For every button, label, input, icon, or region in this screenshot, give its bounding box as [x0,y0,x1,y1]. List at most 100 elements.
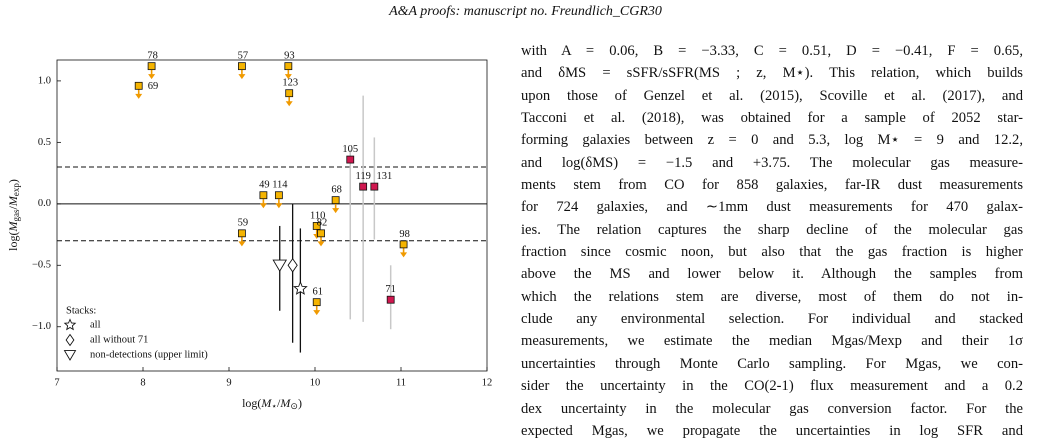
text-line: and δMS = sSFR/sSFR(MS ; z, M⋆). This re… [521,65,1023,82]
point-label: 78 [147,51,158,62]
limit-arrow-head [332,208,340,214]
legend-marker [65,333,75,347]
limit-arrow-head [313,310,321,316]
text-line: ments stem from CO for 858 galaxies, far… [521,177,1023,194]
point-label: 71 [385,284,396,295]
upper-limit-point [312,222,321,230]
text-line: above the MS and lower below it. Althoug… [521,266,1023,283]
y-tick-label: 1.0 [38,75,51,86]
limit-arrow-head [135,93,143,99]
upper-limit-point [284,62,293,71]
legend-marker [63,350,77,361]
figure: log(M⋆/M⊙) log(Mgas/Mexp) 7 8 9 10 11 12−1.0−… [6,51,493,412]
label-part: ⋆ [271,401,277,411]
legend-title: Stacks: [66,305,96,316]
label-part: M [279,396,291,410]
upper-limit-point [134,81,143,90]
body-text: with A = 0.06, B = −3.33, C = 0.51, D = … [521,40,1023,442]
text-line: for 724 galaxies, and ∼1mm dust measurem… [521,199,1023,216]
label-part: gas [11,209,21,221]
text-line: with A = 0.06, B = −3.33, C = 0.51, D = … [521,43,1023,59]
limit-arrow-head [259,203,267,209]
x-tick-label: 11 [396,377,406,388]
limit-arrow-head [400,252,408,258]
text-line: upon those of Genzel et al. (2015), Scov… [521,87,1023,104]
limit-arrow-head [285,101,293,107]
point-label: 68 [331,185,342,196]
point-label: 114 [272,180,288,191]
point-label: 59 [238,218,249,229]
text-line: sider the uncertainty in the CO(2-1) flu… [521,378,1023,395]
label-part: ⊙ [290,401,298,411]
plot-area [279,95,392,353]
point-label: 98 [399,229,410,240]
point-label: 93 [284,51,295,62]
upper-limit-point [331,196,340,205]
x-axis-label: log(M⋆/M⊙) [242,396,302,411]
label-part: ) [298,396,302,410]
label-part: / [6,206,20,210]
upper-limit-point [285,89,294,98]
y-tick-label: −0.5 [32,260,51,271]
point-label: 69 [148,81,159,92]
detection-point [346,155,355,164]
label-part: / [277,396,281,410]
limit-arrow-head [148,74,156,80]
text-line: fraction since cosmic noon, but also tha… [521,244,1023,261]
x-tick-label: 12 [482,377,493,388]
text-line: and log(δMS) = −1.5 and +3.75. The molec… [521,154,1023,171]
label-part: ) [6,179,20,183]
text-line: ies. The relation captures the sharp dec… [521,221,1023,238]
legend-marker [63,318,77,331]
limit-arrow-head [238,74,246,80]
plot-frame [56,59,488,372]
text-line: Tacconi et al. (2018), was obtained for … [521,110,1023,127]
label-part: exp [11,183,21,196]
x-tick-label: 10 [310,377,321,388]
point-label: 123 [282,78,298,89]
point-label: 49 [259,180,270,191]
label-part: M [6,195,20,207]
point-label: 61 [312,287,323,298]
point-label: 119 [355,171,370,182]
diamond-marker [287,257,298,273]
x-tick-label: 7 [54,377,59,388]
text-line: which the relations stem are diverse, mo… [521,288,1023,305]
text-line: uncertainties through Monte Carlo sampli… [521,355,1023,372]
y-tick-label: 0.5 [38,137,51,148]
text-line: clude any environmental selection. For i… [521,311,1023,328]
y-tick-label: −1.0 [32,321,51,332]
detection-point [359,182,368,191]
point-label: 105 [342,144,358,155]
detection-point [370,182,379,191]
text-line: expected Mgas, we propagate the uncertai… [521,422,1023,439]
upper-limit-point [147,62,156,71]
point-label: 131 [376,171,392,182]
y-axis-label: log(Mgas/Mexp) [6,179,21,251]
limit-arrow-head [284,74,292,80]
running-header: A&A proofs: manuscript no. Freundlich_CG… [389,4,662,19]
legend-label: all without 71 [90,334,148,345]
x-tick-label: 9 [226,377,231,388]
limit-arrow-head [317,241,325,247]
text-line: dex uncertainty in the molecular gas con… [521,400,1023,417]
label-part: log( [242,396,261,410]
triangle-marker [272,259,288,273]
x-tick-label: 8 [140,377,145,388]
text-line: measurements, we estimate the median Mga… [521,333,1023,350]
detection-point [386,295,395,304]
upper-limit-point [399,240,408,249]
legend-label: all [90,319,101,330]
star-marker [293,280,308,295]
point-label: 82 [317,218,328,229]
upper-limit-point [274,191,283,200]
legend-label: non-detections (upper limit) [90,349,208,360]
upper-limit-point [259,191,268,200]
upper-limit-point [312,298,321,307]
label-part: M [260,396,272,410]
y-tick-label: 0.0 [38,198,51,209]
label-part: log( [6,232,20,251]
upper-limit-point [237,62,246,71]
upper-limit-point [317,229,325,238]
